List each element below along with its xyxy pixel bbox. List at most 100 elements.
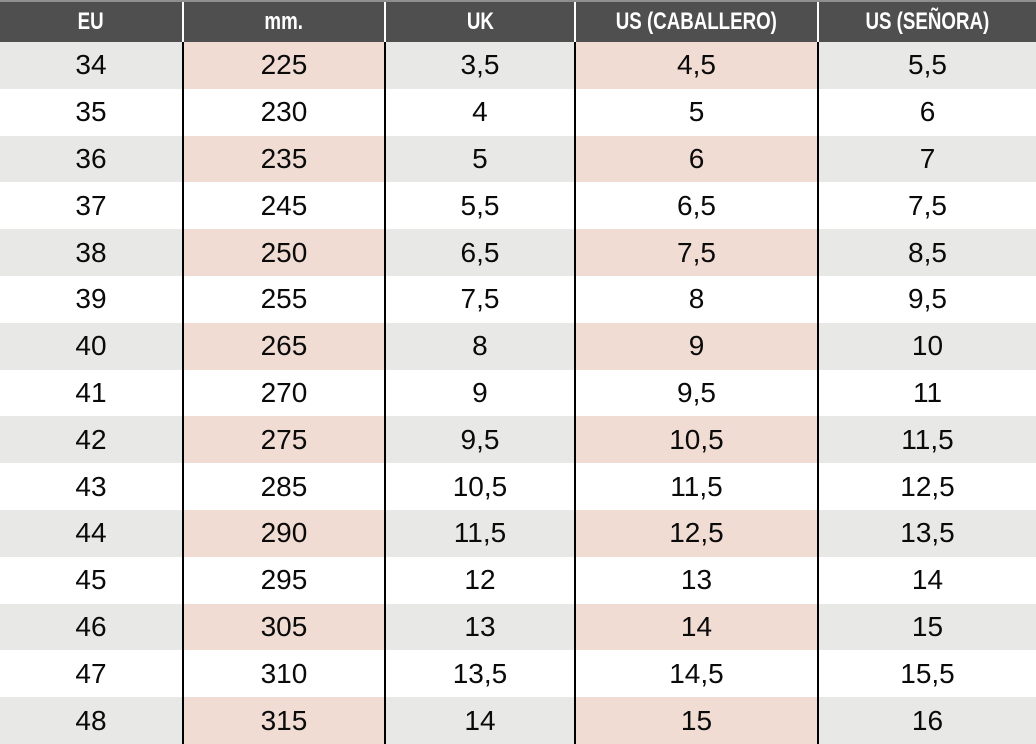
table-cell: 5,5 <box>383 182 575 230</box>
table-cell: 5 <box>383 135 575 183</box>
table-cell: 285 <box>181 463 385 510</box>
table-cell: 9 <box>573 322 818 370</box>
table-cell: 40 <box>0 322 183 370</box>
table-cell: 46 <box>0 603 183 651</box>
table-cell: 5,5 <box>817 42 1036 89</box>
column-header-uk: UK <box>383 0 575 42</box>
header-row: EU mm. UK US (CABALLERO) US (SEÑORA) <box>0 0 1036 42</box>
column-header-us-women-label: US (SEÑORA) <box>865 8 990 35</box>
table-cell: 7,5 <box>383 275 575 323</box>
table-cell: 295 <box>181 556 385 604</box>
table-cell: 225 <box>181 42 385 89</box>
table-cell: 15 <box>817 603 1036 651</box>
table-cell: 13 <box>383 603 575 651</box>
table-cell: 5 <box>573 88 818 136</box>
table-cell: 11,5 <box>573 463 818 510</box>
table-row: 40 265 8 9 10 <box>0 322 1036 370</box>
table-cell: 13,5 <box>817 509 1036 557</box>
table-cell: 270 <box>181 369 385 417</box>
table-cell: 14 <box>383 697 575 744</box>
table-cell: 11 <box>817 369 1036 417</box>
table-cell: 16 <box>817 697 1036 744</box>
table-cell: 36 <box>0 135 183 183</box>
column-header-us-men: US (CABALLERO) <box>573 0 818 42</box>
table-cell: 245 <box>181 182 385 230</box>
table-cell: 9 <box>383 369 575 417</box>
column-header-us-men-label: US (CABALLERO) <box>615 8 778 35</box>
table-cell: 12,5 <box>817 463 1036 510</box>
column-header-uk-label: UK <box>466 8 494 35</box>
table-row: 47 310 13,5 14,5 15,5 <box>0 650 1036 698</box>
table-cell: 3,5 <box>383 42 575 89</box>
table-cell: 48 <box>0 697 183 744</box>
table-cell: 47 <box>0 650 183 698</box>
table-cell: 13 <box>573 556 818 604</box>
table-cell: 13,5 <box>383 650 575 698</box>
table-row: 38 250 6,5 7,5 8,5 <box>0 229 1036 276</box>
table-cell: 250 <box>181 229 385 276</box>
table-row: 41 270 9 9,5 11 <box>0 369 1036 417</box>
table-cell: 275 <box>181 416 385 464</box>
table-cell: 265 <box>181 322 385 370</box>
table-cell: 35 <box>0 88 183 136</box>
table-row: 34 225 3,5 4,5 5,5 <box>0 42 1036 89</box>
table-cell: 9,5 <box>383 416 575 464</box>
table-cell: 290 <box>181 509 385 557</box>
table-cell: 10 <box>817 322 1036 370</box>
table-cell: 39 <box>0 275 183 323</box>
table-row: 36 235 5 6 7 <box>0 135 1036 183</box>
table-cell: 14 <box>817 556 1036 604</box>
table-row: 43 285 10,5 11,5 12,5 <box>0 463 1036 510</box>
table-cell: 6 <box>573 135 818 183</box>
table-cell: 43 <box>0 463 183 510</box>
table-row: 39 255 7,5 8 9,5 <box>0 275 1036 323</box>
table-row: 44 290 11,5 12,5 13,5 <box>0 509 1036 557</box>
table-cell: 4,5 <box>573 42 818 89</box>
table-cell: 12,5 <box>573 509 818 557</box>
table-cell: 6,5 <box>573 182 818 230</box>
table-cell: 7 <box>817 135 1036 183</box>
table-cell: 11,5 <box>383 509 575 557</box>
table-cell: 8 <box>383 322 575 370</box>
table-cell: 7,5 <box>573 229 818 276</box>
table-cell: 8 <box>573 275 818 323</box>
table-cell: 44 <box>0 509 183 557</box>
table-cell: 315 <box>181 697 385 744</box>
table-row: 46 305 13 14 15 <box>0 603 1036 651</box>
table-cell: 7,5 <box>817 182 1036 230</box>
table-header: EU mm. UK US (CABALLERO) US (SEÑORA) <box>0 0 1036 42</box>
column-header-eu: EU <box>0 0 183 42</box>
table-row: 37 245 5,5 6,5 7,5 <box>0 182 1036 230</box>
table-cell: 37 <box>0 182 183 230</box>
table-cell: 230 <box>181 88 385 136</box>
table-cell: 14,5 <box>573 650 818 698</box>
table-cell: 255 <box>181 275 385 323</box>
table-body: 34 225 3,5 4,5 5,5 35 230 4 5 6 36 235 5 6 7 37 245 5,5 6,… <box>0 42 1036 744</box>
table-cell: 10,5 <box>573 416 818 464</box>
table-cell: 9,5 <box>817 275 1036 323</box>
table-cell: 34 <box>0 42 183 89</box>
table-cell: 41 <box>0 369 183 417</box>
table-cell: 6 <box>817 88 1036 136</box>
table-cell: 235 <box>181 135 385 183</box>
table-cell: 10,5 <box>383 463 575 510</box>
table-cell: 11,5 <box>817 416 1036 464</box>
table-row: 42 275 9,5 10,5 11,5 <box>0 416 1036 464</box>
table-cell: 38 <box>0 229 183 276</box>
table-cell: 6,5 <box>383 229 575 276</box>
column-header-eu-label: EU <box>77 8 104 35</box>
table-cell: 15 <box>573 697 818 744</box>
table-cell: 310 <box>181 650 385 698</box>
table-cell: 14 <box>573 603 818 651</box>
column-header-mm-label: mm. <box>264 8 304 35</box>
column-header-us-women: US (SEÑORA) <box>817 0 1036 42</box>
table-cell: 9,5 <box>573 369 818 417</box>
table-cell: 4 <box>383 88 575 136</box>
table-row: 48 315 14 15 16 <box>0 697 1036 744</box>
table-cell: 42 <box>0 416 183 464</box>
table-cell: 8,5 <box>817 229 1036 276</box>
table-cell: 15,5 <box>817 650 1036 698</box>
table-row: 45 295 12 13 14 <box>0 556 1036 604</box>
column-header-mm: mm. <box>181 0 385 42</box>
